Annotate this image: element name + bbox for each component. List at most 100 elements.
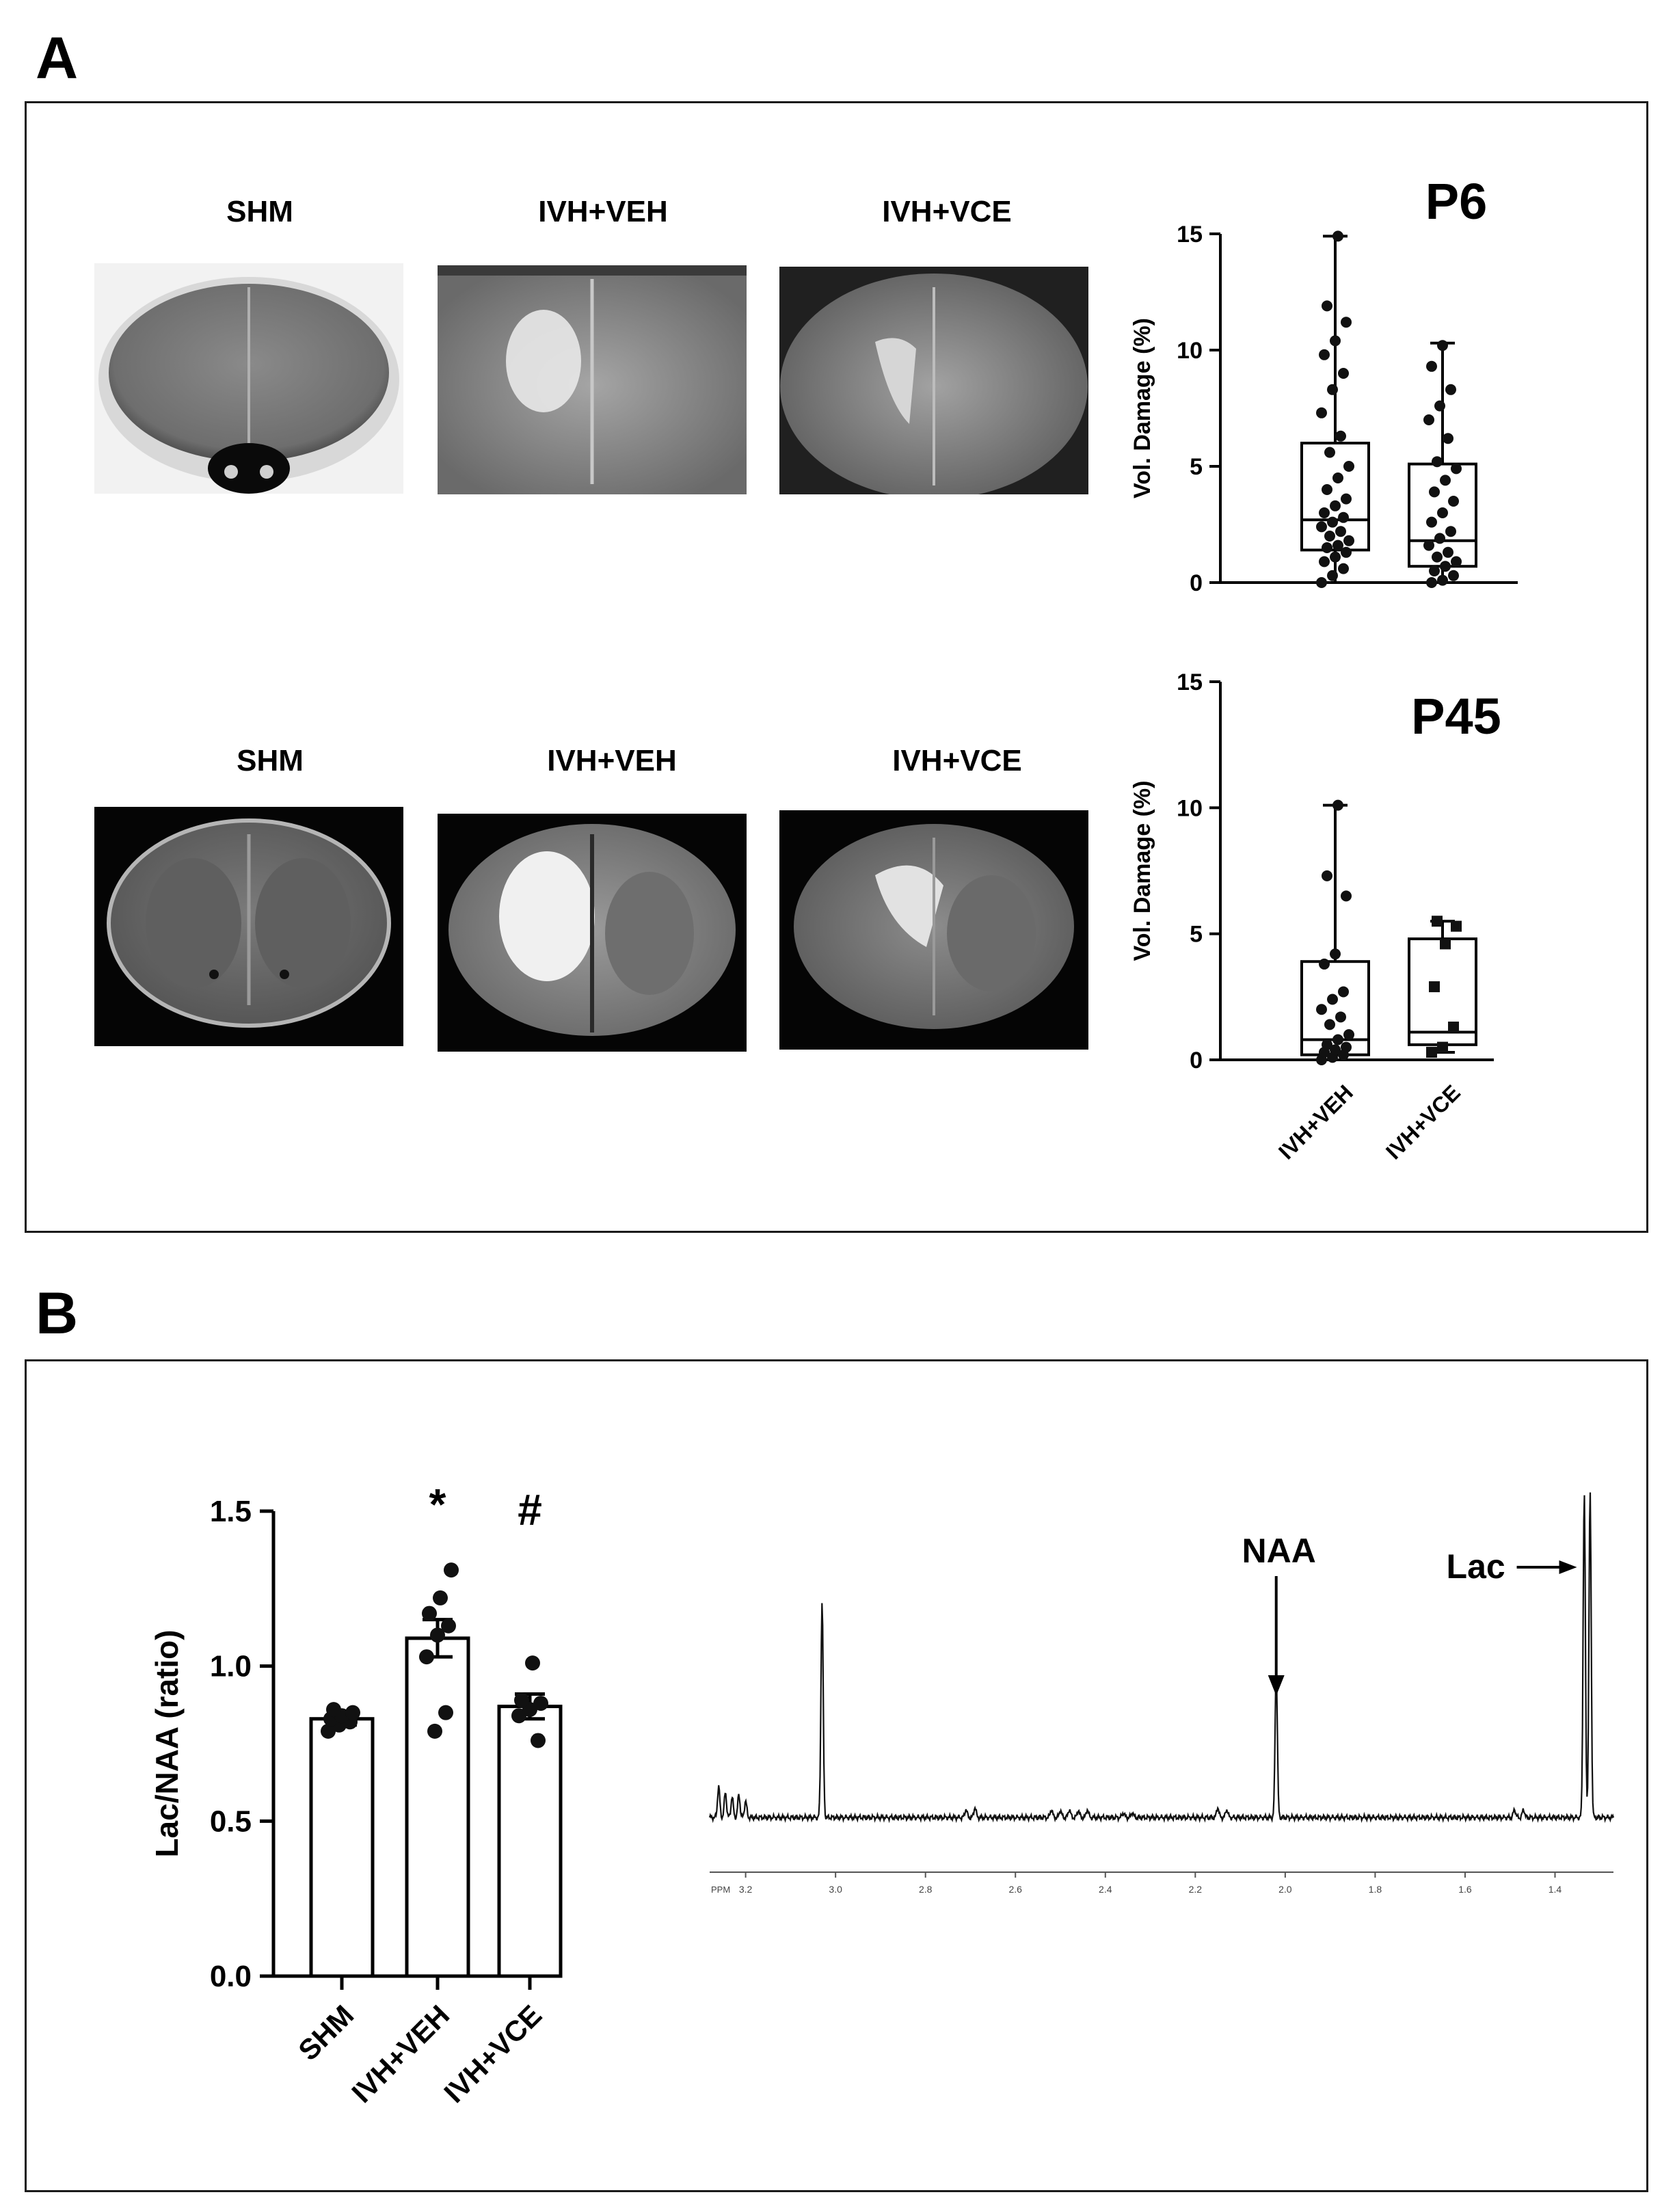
data-point <box>1332 1034 1343 1045</box>
significance-marker: # <box>518 1485 542 1534</box>
mri-label-top-shm: SHM <box>226 195 293 228</box>
box <box>1408 937 1477 1046</box>
data-point <box>1426 1046 1437 1058</box>
data-point <box>1341 493 1352 505</box>
data-point <box>1443 433 1453 444</box>
y-tick-label: 0 <box>1190 570 1203 596</box>
data-point <box>1316 1004 1327 1015</box>
panel-label-b: B <box>36 1281 79 1346</box>
data-point <box>1332 472 1343 483</box>
data-point <box>1316 577 1327 588</box>
data-point <box>1330 500 1341 511</box>
data-point <box>1429 565 1440 576</box>
data-point <box>422 1605 437 1621</box>
data-point <box>1440 561 1451 572</box>
category-label: IVH+VEH <box>1274 1080 1358 1164</box>
spectrum-trace <box>708 1492 1615 1824</box>
annotation-lac: Lac <box>1447 1547 1505 1586</box>
arrow-head-naa <box>1268 1675 1285 1696</box>
y-tick-label: 0.0 <box>210 1960 252 1993</box>
data-point <box>1440 938 1451 950</box>
data-point <box>1330 551 1341 563</box>
data-point <box>1343 1029 1354 1041</box>
data-point <box>1426 577 1437 588</box>
data-point <box>1437 507 1448 518</box>
y-tick-label: 0.5 <box>210 1804 252 1838</box>
data-point <box>1322 1039 1332 1050</box>
data-point <box>1343 461 1354 472</box>
data-point <box>1332 539 1343 551</box>
mri-image-p45-ivh-veh <box>438 814 747 1052</box>
data-point <box>1324 1019 1335 1030</box>
data-point <box>1445 526 1456 537</box>
data-point <box>1426 516 1437 528</box>
chart-title: P6 <box>1425 173 1488 230</box>
data-point <box>1423 414 1434 425</box>
data-point <box>1316 407 1327 418</box>
ppm-tick-label: 3.2 <box>739 1884 753 1895</box>
data-point <box>1335 526 1346 537</box>
data-point <box>1327 994 1338 1005</box>
data-point <box>326 1702 341 1718</box>
data-point <box>1330 948 1341 960</box>
data-point <box>438 1705 453 1720</box>
panel-b-frame <box>25 1359 1648 2192</box>
category-label: IVH+VCE <box>1381 1080 1465 1164</box>
data-point <box>1319 507 1330 518</box>
data-point <box>531 1733 546 1748</box>
data-point <box>1445 384 1456 395</box>
ppm-tick-label: 2.8 <box>919 1884 933 1895</box>
data-point <box>1341 1041 1352 1053</box>
data-point <box>1338 511 1349 523</box>
data-point <box>1448 496 1459 507</box>
mri-image-p6-ivh-veh <box>438 265 747 494</box>
mri-label-bottom-ivh-veh: IVH+VEH <box>547 744 677 777</box>
ppm-tick-label: 2.6 <box>1009 1884 1023 1895</box>
data-point <box>1432 551 1443 563</box>
data-point <box>1322 484 1332 495</box>
data-point <box>1330 335 1341 347</box>
data-point <box>1437 574 1448 586</box>
y-tick-label: 15 <box>1177 222 1203 248</box>
y-tick-label: 10 <box>1177 338 1203 364</box>
data-point <box>1327 516 1338 528</box>
data-point <box>345 1705 360 1720</box>
y-axis-label: Vol. Damage (%) <box>1129 781 1155 961</box>
category-label: IVH+VCE <box>438 1999 548 2109</box>
data-point <box>430 1627 445 1643</box>
data-point <box>1443 546 1453 558</box>
ppm-tick-label: 2.4 <box>1099 1884 1112 1895</box>
panel-a-frame <box>25 101 1648 1233</box>
mri-label-top-ivh-veh: IVH+VEH <box>538 195 668 228</box>
data-point <box>1338 986 1349 998</box>
data-point <box>1316 521 1327 533</box>
data-point <box>1341 317 1352 328</box>
ppm-tick-label: 2.2 <box>1189 1884 1203 1895</box>
data-point <box>1434 533 1445 544</box>
data-point <box>1423 539 1434 551</box>
data-point <box>321 1723 336 1739</box>
mri-image-p6-ivh-vce <box>779 267 1088 494</box>
data-point <box>1448 1022 1459 1033</box>
box <box>1300 442 1370 552</box>
panel-label-a: A <box>36 25 79 91</box>
bar-chart-lac-naa: 0.0 0.5 1.0 1.5 Lac/NAA (ratio) SHM * IVH+VEH # I… <box>149 1480 563 2109</box>
data-point <box>1338 563 1349 574</box>
data-point <box>1343 535 1354 546</box>
ppm-axis-label: PPM <box>711 1884 730 1895</box>
data-point <box>1440 475 1451 486</box>
data-point <box>441 1618 456 1634</box>
y-tick-label: 0 <box>1190 1048 1203 1074</box>
data-point <box>1335 1011 1346 1023</box>
data-point <box>1448 570 1459 581</box>
data-point <box>1341 890 1352 902</box>
mri-label-top-ivh-vce: IVH+VCE <box>882 195 1012 228</box>
mri-label-bottom-ivh-vce: IVH+VCE <box>892 744 1022 777</box>
mri-label-bottom-shm: SHM <box>237 744 304 777</box>
y-tick-label: 5 <box>1190 922 1203 948</box>
data-point <box>1332 230 1343 242</box>
data-point <box>1451 556 1462 568</box>
y-tick-label: 15 <box>1177 669 1203 695</box>
data-point <box>1332 799 1343 811</box>
box-plot-p6: 0 5 10 15 Vol. Damage (%) P6 <box>1129 173 1518 596</box>
